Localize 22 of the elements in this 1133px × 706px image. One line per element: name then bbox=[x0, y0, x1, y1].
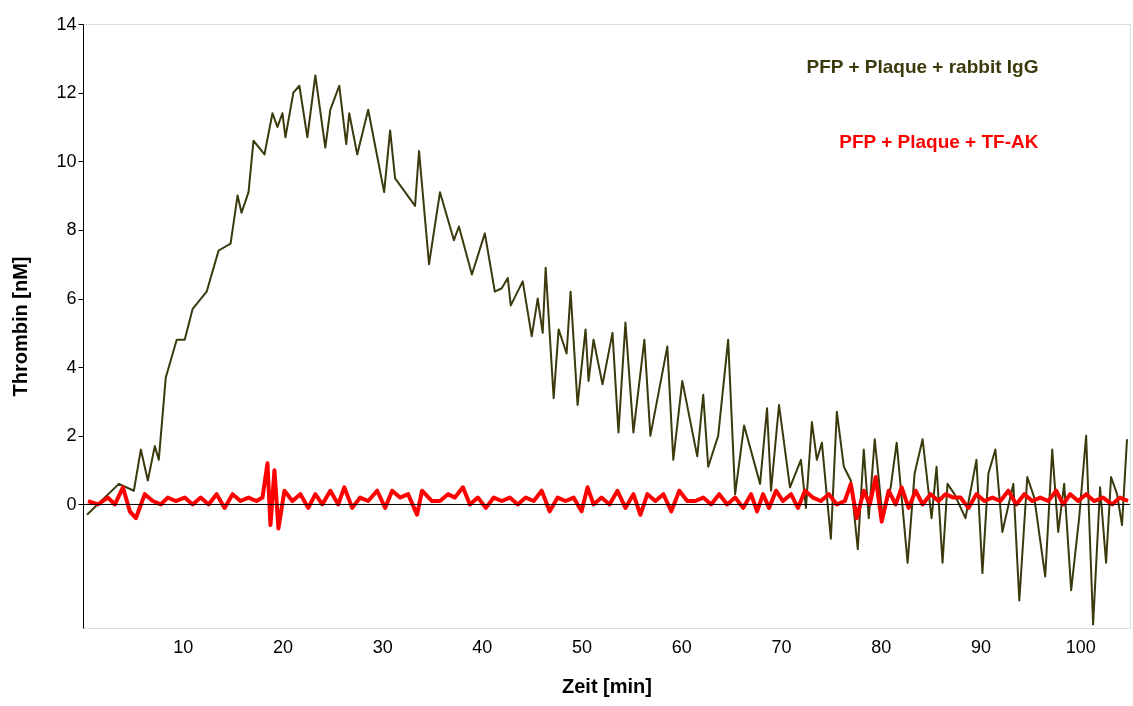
y-tick-label: 10 bbox=[56, 150, 77, 171]
y-tick-label: 0 bbox=[66, 493, 77, 514]
x-tick-label: 100 bbox=[1065, 636, 1096, 657]
x-tick-label: 10 bbox=[173, 636, 194, 657]
x-tick-label: 70 bbox=[771, 636, 792, 657]
x-axis-title: Zeit [min] bbox=[562, 674, 652, 697]
x-tick-label: 80 bbox=[871, 636, 892, 657]
text: PFP + Plaque + rabbit IgG bbox=[806, 56, 1039, 77]
y-tick-label: 2 bbox=[66, 425, 77, 446]
y-tick-label: 12 bbox=[56, 82, 77, 103]
y-tick-label: 6 bbox=[66, 288, 77, 309]
y-axis-title: Thrombin [nM] bbox=[9, 256, 32, 397]
x-tick-label: 20 bbox=[272, 636, 293, 657]
x-tick-label: 90 bbox=[970, 636, 991, 657]
x-tick-label: 50 bbox=[572, 636, 593, 657]
text: PFP + Plaque + TF-AK bbox=[839, 131, 1039, 152]
x-tick-label: 40 bbox=[472, 636, 493, 657]
y-tick-label: 8 bbox=[66, 219, 77, 240]
y-tick-label: 4 bbox=[66, 356, 77, 377]
y-tick-label: 14 bbox=[56, 13, 77, 34]
x-tick-label: 60 bbox=[671, 636, 692, 657]
x-tick-label: 30 bbox=[372, 636, 393, 657]
